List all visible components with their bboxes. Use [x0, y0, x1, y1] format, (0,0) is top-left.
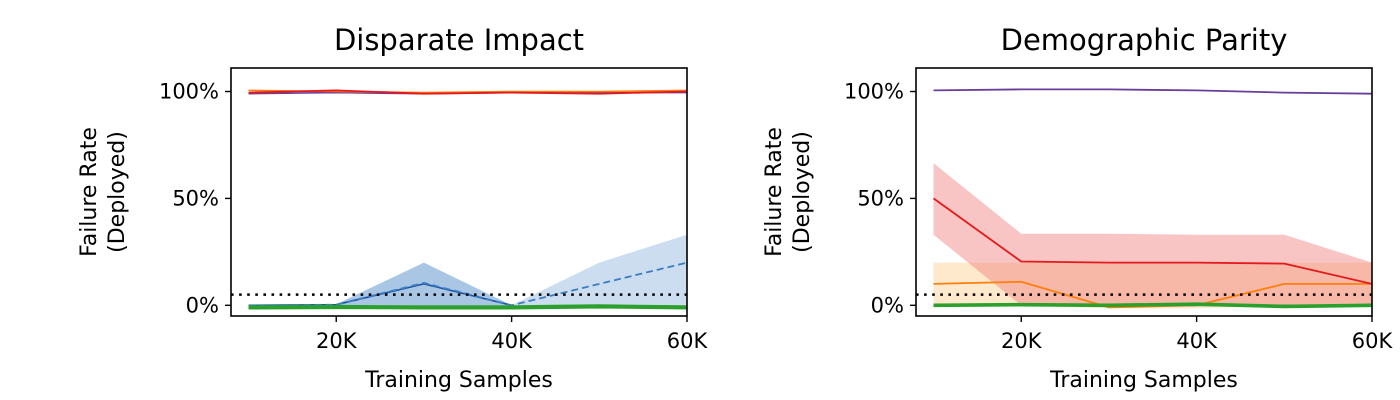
- x-axis-label: Training Samples: [364, 368, 553, 393]
- x-axis-label: Training Samples: [1049, 368, 1238, 393]
- plot-area: [231, 89, 687, 310]
- y-tick-label: 0%: [871, 293, 904, 317]
- y-tick-label: 50%: [857, 186, 904, 210]
- y-tick-label: 0%: [186, 293, 219, 317]
- y-tick-label: 100%: [159, 80, 219, 104]
- x-tick-label: 40K: [491, 329, 533, 353]
- series-line-5: [933, 302, 1372, 309]
- axes-frame: [915, 67, 1373, 317]
- series-line-3: [248, 89, 687, 95]
- series-line-6: [248, 304, 687, 310]
- x-tick-label: 60K: [1352, 329, 1394, 353]
- series-line-3: [932, 197, 1372, 285]
- x-tick-label: 40K: [1176, 329, 1218, 353]
- y-axis-label-line-1: Failure Rate: [762, 127, 787, 257]
- confidence-band-2: [933, 262, 1372, 309]
- y-tick-label: 50%: [172, 186, 219, 210]
- chart-panel-2: Demographic Parity 20K 40K 60K 0% 50% 100% Trai…: [762, 23, 1393, 393]
- series-line-1: [933, 88, 1372, 95]
- x-tick-label: 60K: [667, 329, 709, 353]
- x-tick-label: 20K: [1001, 329, 1043, 353]
- confidence-band-4: [248, 262, 512, 306]
- confidence-band-5: [248, 234, 687, 306]
- chart-title: Disparate Impact: [334, 23, 584, 57]
- y-axis-label-line-2: (Deployed): [105, 131, 130, 253]
- y-axis-label-line-2: (Deployed): [790, 131, 815, 253]
- axes-frame: [230, 67, 688, 317]
- plot-area: [916, 88, 1372, 309]
- chart-panel-1: Disparate Impact 20K 40K 60K 0% 50% 100% Traini…: [77, 23, 708, 393]
- confidence-band-3: [933, 163, 1372, 306]
- y-axis-label-line-1: Failure Rate: [77, 127, 102, 257]
- y-tick-label: 100%: [844, 80, 904, 104]
- chart-title: Demographic Parity: [1001, 23, 1288, 57]
- x-tick-label: 20K: [316, 329, 358, 353]
